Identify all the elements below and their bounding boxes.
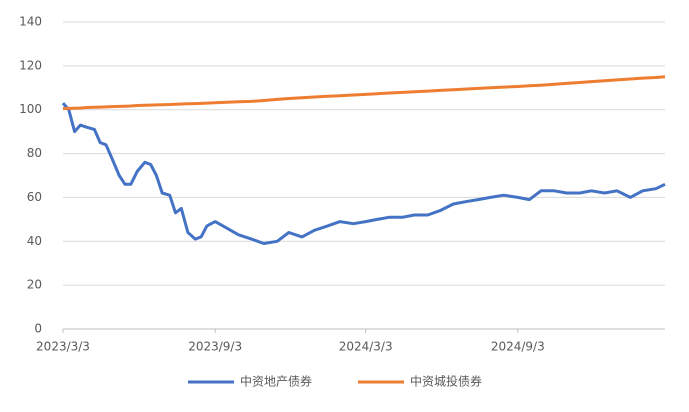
y-tick-label: 40 (27, 234, 42, 248)
x-tick-label: 2024/3/3 (339, 340, 393, 354)
y-tick-label: 140 (19, 15, 42, 29)
x-tick-label: 2023/9/3 (188, 340, 242, 354)
series-line (62, 75, 666, 111)
x-tick-label: 2024/9/3 (491, 340, 545, 354)
x-tick-label: 2023/3/3 (36, 340, 90, 354)
y-tick-label: 20 (27, 278, 42, 292)
y-tick-label: 0 (34, 322, 42, 336)
y-tick-label: 100 (19, 102, 42, 116)
y-tick-label: 120 (19, 58, 42, 72)
y-tick-label: 80 (27, 146, 42, 160)
series-line (61, 102, 666, 245)
y-tick-label: 60 (27, 190, 42, 204)
legend-label: 中资地产债券 (240, 374, 312, 389)
legend-label: 中资城投债券 (410, 374, 482, 389)
